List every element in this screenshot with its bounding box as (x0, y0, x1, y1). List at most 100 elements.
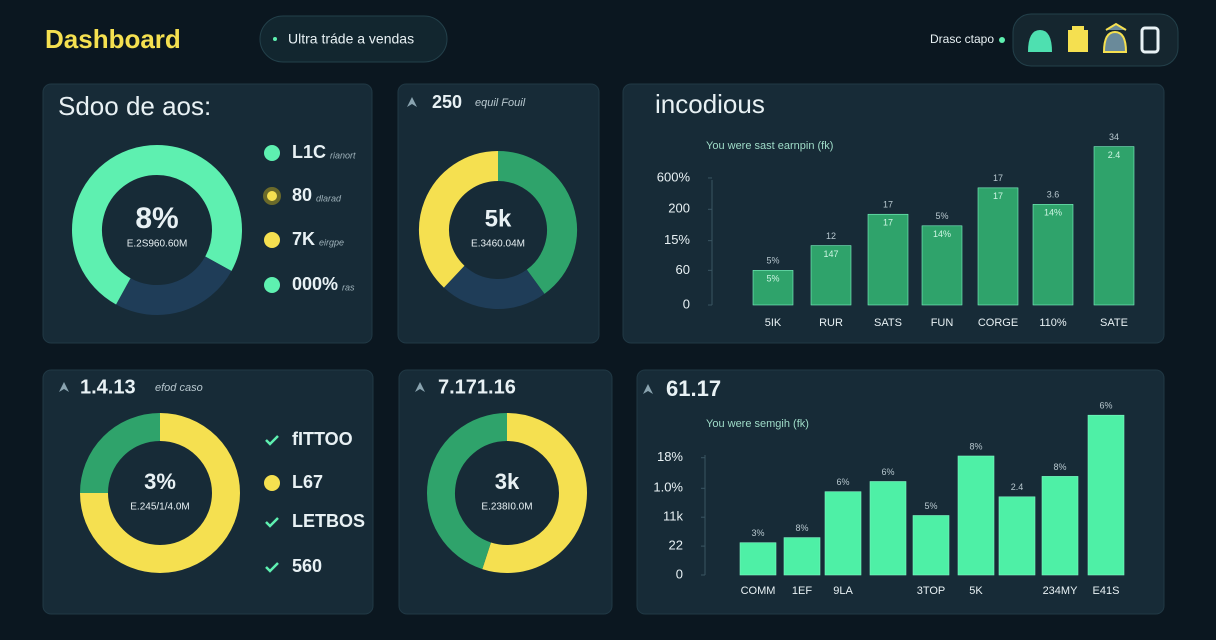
icon-shirt[interactable] (1068, 26, 1088, 52)
user-name: Drasc ctapo (930, 32, 994, 46)
bar-top-label: 34 (1109, 132, 1119, 142)
icon-home[interactable] (1102, 22, 1128, 53)
donut-segment (427, 413, 508, 570)
donut-segment (419, 151, 499, 288)
donut-segment (443, 265, 545, 309)
bar-top-label: 17 (993, 173, 1003, 183)
pin-icon (59, 382, 69, 392)
pin-icon (643, 384, 653, 394)
panel-title: 1.4.13 (80, 376, 136, 398)
donut-segment (156, 145, 242, 271)
pin-icon (415, 382, 425, 392)
y-tick-label: 15% (664, 232, 690, 247)
legend-label: LETBOS (292, 511, 365, 531)
bar-top-label: 5% (924, 501, 937, 511)
y-tick-label: 0 (676, 566, 683, 581)
legend-label: 560 (292, 556, 322, 576)
legend-dot (264, 475, 280, 491)
bar (824, 491, 862, 576)
donut-center-value: 3% (144, 469, 176, 494)
bar (977, 187, 1019, 306)
x-tick-label: 234MY (1043, 585, 1079, 597)
x-tick-label: 1EF (792, 585, 812, 597)
bar-top-label: 8% (969, 441, 982, 451)
bar (867, 213, 909, 306)
x-tick-label: FUN (931, 317, 954, 329)
y-tick-label: 11k (663, 509, 683, 524)
y-tick-label: 60 (676, 262, 690, 277)
x-tick-label: 5IK (765, 317, 782, 329)
bar (912, 515, 950, 576)
legend-check (265, 435, 279, 446)
legend-dot (264, 277, 280, 293)
bar-top-label: 3.6 (1047, 190, 1060, 200)
legend-label: 7K (292, 229, 315, 249)
y-tick-label: 18% (657, 449, 683, 464)
bar-inner-label: 2.4 (1108, 150, 1121, 160)
donut-center-sub: E.245/1/4.0M (130, 502, 189, 513)
legend-dot (263, 187, 281, 205)
legend-label: 80 (292, 185, 312, 205)
panel-title: 250 (432, 92, 462, 112)
bar (783, 537, 821, 576)
x-tick-label: RUR (819, 317, 843, 329)
app-title: Dashboard (45, 24, 181, 54)
legend-check (265, 517, 279, 528)
bar-inner-label: 17 (993, 191, 1003, 201)
panel-title: 7.171.16 (438, 376, 516, 398)
panel-subtitle: equil Fouil (475, 97, 526, 109)
donut-center-sub: E.2S960.60M (127, 239, 188, 250)
bar-top-label: 12 (826, 231, 836, 241)
bar (1041, 476, 1079, 576)
icon-bar (1012, 13, 1179, 67)
legend-note: ras (342, 282, 355, 292)
y-tick-label: 0 (683, 296, 690, 311)
panel-title: Sdoo de aos: (58, 91, 211, 121)
donut-segment (482, 413, 587, 573)
chart-subtitle: You were sast earnpin (fk) (706, 140, 833, 152)
x-tick-label: SATS (874, 317, 902, 329)
bar-top-label: 6% (836, 477, 849, 487)
donut-center-sub: E.3460.04M (471, 239, 525, 250)
bar-inner-label: 147 (823, 249, 838, 259)
donut-segment (80, 413, 161, 494)
donut-segment (497, 151, 577, 294)
search-text[interactable]: Ultra tráde a vendas (288, 31, 414, 47)
x-tick-label: 3TOP (917, 585, 946, 597)
legend-dot (264, 232, 280, 248)
bar (1087, 414, 1125, 576)
x-tick-label: E41S (1093, 585, 1120, 597)
icon-phone[interactable] (1140, 26, 1160, 54)
bar-inner-label: 17 (883, 218, 893, 228)
donut-center-value: 3k (495, 469, 520, 494)
bar (752, 270, 794, 306)
pin-icon (407, 97, 417, 107)
bar-top-label: 8% (795, 523, 808, 533)
legend-note: dlarad (316, 193, 342, 203)
donut-center-value: 5k (485, 205, 512, 232)
search-pill[interactable] (259, 15, 448, 63)
bar-top-label: 6% (1099, 401, 1112, 411)
legend-check (265, 562, 279, 573)
donut-center-sub: E.238I0.0M (481, 502, 532, 513)
legend-label: L1C (292, 142, 326, 162)
panel-subtitle: efod caso (155, 382, 203, 394)
y-tick-label: 1.0% (653, 480, 683, 495)
bar (739, 542, 777, 576)
icon-bell[interactable] (1028, 30, 1052, 52)
status-dot (999, 37, 1005, 43)
x-tick-label: CORGE (978, 317, 1018, 329)
bar (998, 496, 1036, 576)
bar (921, 225, 963, 306)
bar (1032, 204, 1074, 306)
donut-segment (72, 145, 158, 305)
legend-label: 000% (292, 274, 338, 294)
bar (869, 481, 907, 576)
donut-center-value: 8% (135, 202, 178, 235)
bar-top-label: 3% (751, 528, 764, 538)
donut-segment (116, 255, 232, 315)
x-tick-label: SATE (1100, 317, 1128, 329)
donut-segment (80, 413, 240, 573)
bar (1093, 146, 1135, 306)
